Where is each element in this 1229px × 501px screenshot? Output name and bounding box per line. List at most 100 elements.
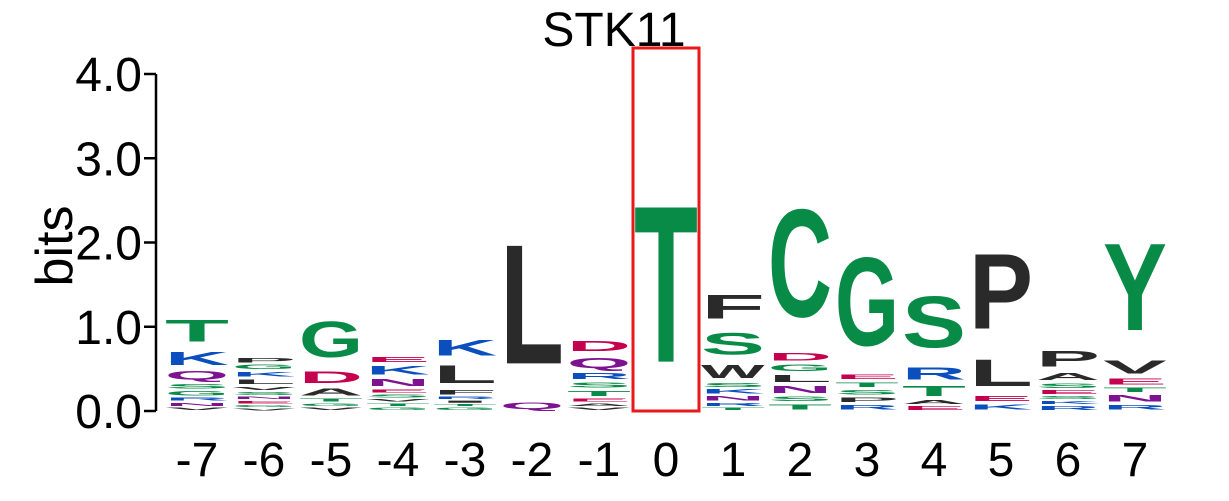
logo-letter: R [165, 397, 229, 402]
highlight-box [631, 46, 701, 413]
x-tick-label: -4 [377, 434, 420, 487]
logo-letter: D [768, 350, 832, 363]
logo-letter: S [232, 391, 296, 396]
logo-letter: S [835, 388, 899, 396]
logo-letter: I [433, 400, 497, 403]
logo-letter: T [835, 381, 899, 389]
logo-letter: K [1036, 400, 1100, 405]
logo-letter: Q [165, 369, 229, 382]
logo-letter: T [165, 314, 229, 349]
x-tick-label: 7 [1122, 434, 1149, 487]
logo-letter: C [768, 177, 832, 350]
logo-letter: V [232, 386, 296, 391]
logo-letter: V [232, 408, 296, 411]
logo-letter: G [232, 364, 296, 371]
y-tick-label: 1.0 [75, 302, 142, 355]
logo-letter: P [969, 231, 1033, 351]
logo-letter: G [835, 230, 899, 372]
logo-letter: L [768, 373, 832, 384]
logo-letter: E [902, 405, 966, 411]
logo-letter: E [567, 398, 631, 403]
logo-letter: G [299, 310, 363, 368]
x-tick-label: 2 [787, 434, 814, 487]
logo-letter: G [366, 407, 430, 411]
logo-letter: E [969, 394, 1033, 402]
logo-letter: T [701, 407, 765, 411]
logo-letter: P [232, 357, 296, 364]
logo-letter: G [232, 404, 296, 407]
logo-letter: G [768, 363, 832, 373]
logo-letter: T [299, 398, 363, 403]
x-tick-label: 6 [1055, 434, 1082, 487]
logo-letter: K [969, 403, 1033, 411]
logo-letter: Q [567, 354, 631, 371]
logo-letter: N [366, 377, 430, 388]
logo-letter: Y [1103, 218, 1167, 357]
x-tick-label: 4 [921, 434, 948, 487]
logo-letter: A [902, 399, 966, 405]
logo-letter: F [701, 287, 765, 326]
logo-letter: T [634, 161, 698, 411]
logo-letter: R [902, 364, 966, 384]
logo-letter: L [500, 210, 564, 400]
x-tick-label: 0 [653, 434, 680, 487]
logo-letter: R [433, 396, 497, 400]
x-tick-label: -7 [176, 434, 219, 487]
logo-letter: K [366, 364, 430, 377]
logo-letter: S [366, 393, 430, 398]
logo-letter: E [1103, 377, 1167, 386]
logo-letter: R [835, 403, 899, 411]
logo-letter: S [902, 282, 966, 364]
x-tick-label: 3 [854, 434, 881, 487]
logo-letter: T [433, 403, 497, 406]
logo-letter: K [232, 371, 296, 379]
logo-letter: R [1036, 405, 1100, 411]
logo-letter: R [701, 402, 765, 407]
logo-letter: D [567, 338, 631, 355]
logo-letter: N [165, 402, 229, 407]
logo-letter: K [165, 349, 229, 369]
y-axis: 0.0 1.0 2.0 3.0 4.0 [75, 49, 158, 439]
logo-letter: V [366, 398, 430, 402]
x-tick-labels: -7 -6 -5 -4 -3 -2 -1 0 1 2 3 4 5 6 7 [176, 434, 1149, 487]
logo-letter: E [1036, 389, 1100, 395]
logo-letter: L [232, 378, 296, 386]
y-tick-label: 4.0 [75, 49, 142, 102]
logo-letter: P [835, 396, 899, 404]
x-tick-label: -6 [243, 434, 286, 487]
logo-letter: A [1036, 372, 1100, 383]
logo-letter: D [299, 368, 363, 387]
logo-letter: T [567, 389, 631, 397]
logo-letter: E [366, 355, 430, 363]
logo-letter: S [165, 382, 229, 390]
y-tick-label: 0.0 [75, 386, 142, 439]
logo-letter: G [299, 403, 363, 407]
logo-letter: K [433, 335, 497, 360]
logo-letter: Q [500, 401, 564, 411]
x-tick-label: -1 [578, 434, 621, 487]
logo-letter: G [433, 407, 497, 411]
logo-letter: F [433, 388, 497, 396]
logo-letter: S [701, 382, 765, 388]
logo-letter: T [768, 403, 832, 411]
logo-letter: T [366, 403, 430, 407]
logo-letter: N [768, 384, 832, 395]
logo-letter: T [1103, 387, 1167, 394]
logo-letter: K [701, 388, 765, 395]
logo-letter: V [165, 407, 229, 411]
logo-column: QL [500, 210, 564, 411]
x-tick-label: 1 [720, 434, 747, 487]
logo-letter: W [701, 361, 765, 382]
logo-letter: N [1103, 393, 1167, 403]
